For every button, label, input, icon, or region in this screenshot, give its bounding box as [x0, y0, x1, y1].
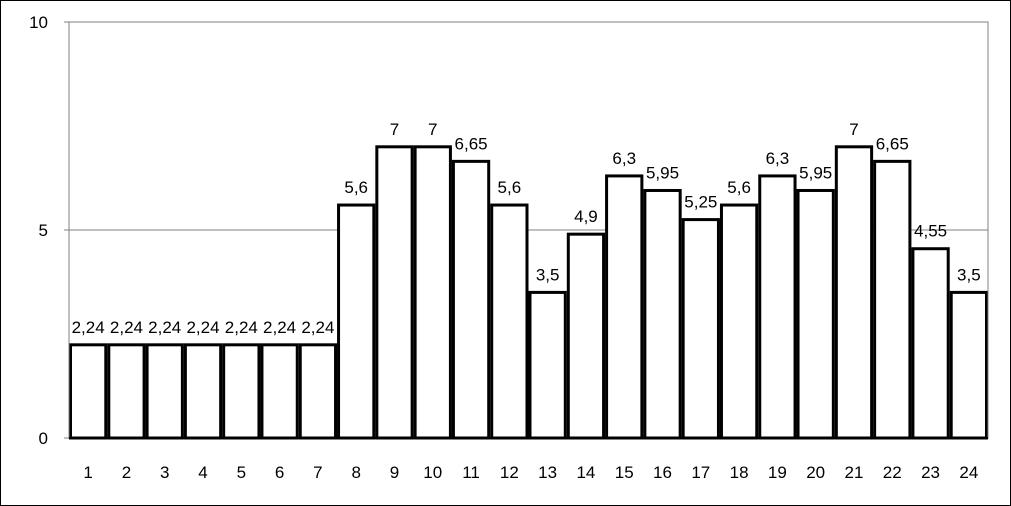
- data-label: 2,24: [148, 318, 181, 337]
- x-tick-label: 4: [198, 463, 207, 482]
- bar: [490, 203, 529, 440]
- bar: [222, 343, 261, 440]
- y-tick-label: 0: [39, 429, 48, 448]
- x-tick-label: 9: [390, 463, 399, 482]
- data-label: 5,6: [344, 178, 368, 197]
- bar: [873, 159, 912, 440]
- data-label: 5,95: [799, 163, 832, 182]
- bar: [949, 290, 988, 440]
- y-tick-label: 10: [29, 13, 48, 32]
- x-tick-label: 11: [462, 463, 480, 482]
- bar: [69, 343, 108, 440]
- bar: [681, 218, 720, 440]
- data-label: 6,3: [612, 149, 636, 168]
- data-label: 5,6: [498, 178, 522, 197]
- data-label: 3,5: [536, 265, 560, 284]
- x-tick-label: 12: [500, 463, 519, 482]
- bars: [69, 145, 988, 440]
- x-tick-label: 15: [615, 463, 634, 482]
- x-tick-label: 23: [921, 463, 940, 482]
- x-tick-label: 13: [538, 463, 557, 482]
- y-tick-label: 5: [39, 221, 48, 240]
- x-tick-labels: 1 2 3 4 5 6 7 8 9 10 11 12 13 14 15 16 17 18 19 20 21 22 23 24: [83, 463, 978, 482]
- x-tick-label: 7: [313, 463, 322, 482]
- bar: [413, 145, 452, 440]
- x-tick-label: 17: [691, 463, 710, 482]
- data-label: 2,24: [301, 318, 334, 337]
- x-tick-label: 3: [160, 463, 169, 482]
- data-label: 5,6: [727, 178, 751, 197]
- data-label: 2,24: [72, 318, 105, 337]
- bar: [528, 290, 567, 440]
- bar: [911, 247, 950, 440]
- data-label: 2,24: [186, 318, 219, 337]
- x-tick-label: 18: [730, 463, 749, 482]
- x-tick-label: 5: [237, 463, 246, 482]
- bar: [834, 145, 874, 440]
- data-labels: 2,24 2,24 2,24 2,24 2,24 2,24 2,24 5,6 7 7 6,65 5,6…: [72, 120, 981, 337]
- data-label: 2,24: [110, 318, 143, 337]
- x-tick-label: 10: [423, 463, 442, 482]
- data-label: 6,65: [455, 134, 488, 153]
- x-tick-label: 20: [806, 463, 825, 482]
- bar: [758, 174, 797, 440]
- x-tick-label: 19: [768, 463, 787, 482]
- bar: [796, 188, 835, 440]
- data-label: 5,95: [646, 163, 679, 182]
- data-label: 7: [390, 120, 399, 139]
- bar: [107, 343, 146, 440]
- data-label: 6,65: [876, 134, 909, 153]
- x-tick-label: 21: [845, 463, 864, 482]
- data-label: 4,55: [914, 222, 947, 241]
- data-label: 5,25: [684, 193, 717, 212]
- data-label: 7: [428, 120, 437, 139]
- bar: [183, 343, 223, 440]
- data-label: 2,24: [263, 318, 296, 337]
- data-label: 2,24: [225, 318, 258, 337]
- data-label: 3,5: [957, 265, 981, 284]
- x-tick-label: 8: [351, 463, 360, 482]
- x-tick-label: 16: [653, 463, 672, 482]
- x-tick-label: 6: [275, 463, 284, 482]
- bar: [298, 343, 338, 440]
- x-tick-label: 14: [576, 463, 595, 482]
- x-tick-label: 24: [959, 463, 978, 482]
- bar: [643, 188, 682, 440]
- bar: [375, 145, 414, 440]
- data-label: 7: [849, 120, 858, 139]
- data-label: 6,3: [766, 149, 790, 168]
- bar: [145, 343, 184, 440]
- bar: [451, 159, 491, 440]
- bar: [337, 203, 376, 440]
- bar: [566, 232, 606, 440]
- x-tick-label: 22: [883, 463, 902, 482]
- bar: [605, 174, 644, 440]
- x-tick-label: 2: [122, 463, 131, 482]
- axes: [64, 21, 989, 439]
- y-tick-labels: 0 5 10: [29, 13, 48, 448]
- x-tick-label: 1: [83, 463, 92, 482]
- bar: [260, 343, 299, 440]
- bar: [719, 203, 759, 440]
- data-label: 4,9: [574, 207, 598, 226]
